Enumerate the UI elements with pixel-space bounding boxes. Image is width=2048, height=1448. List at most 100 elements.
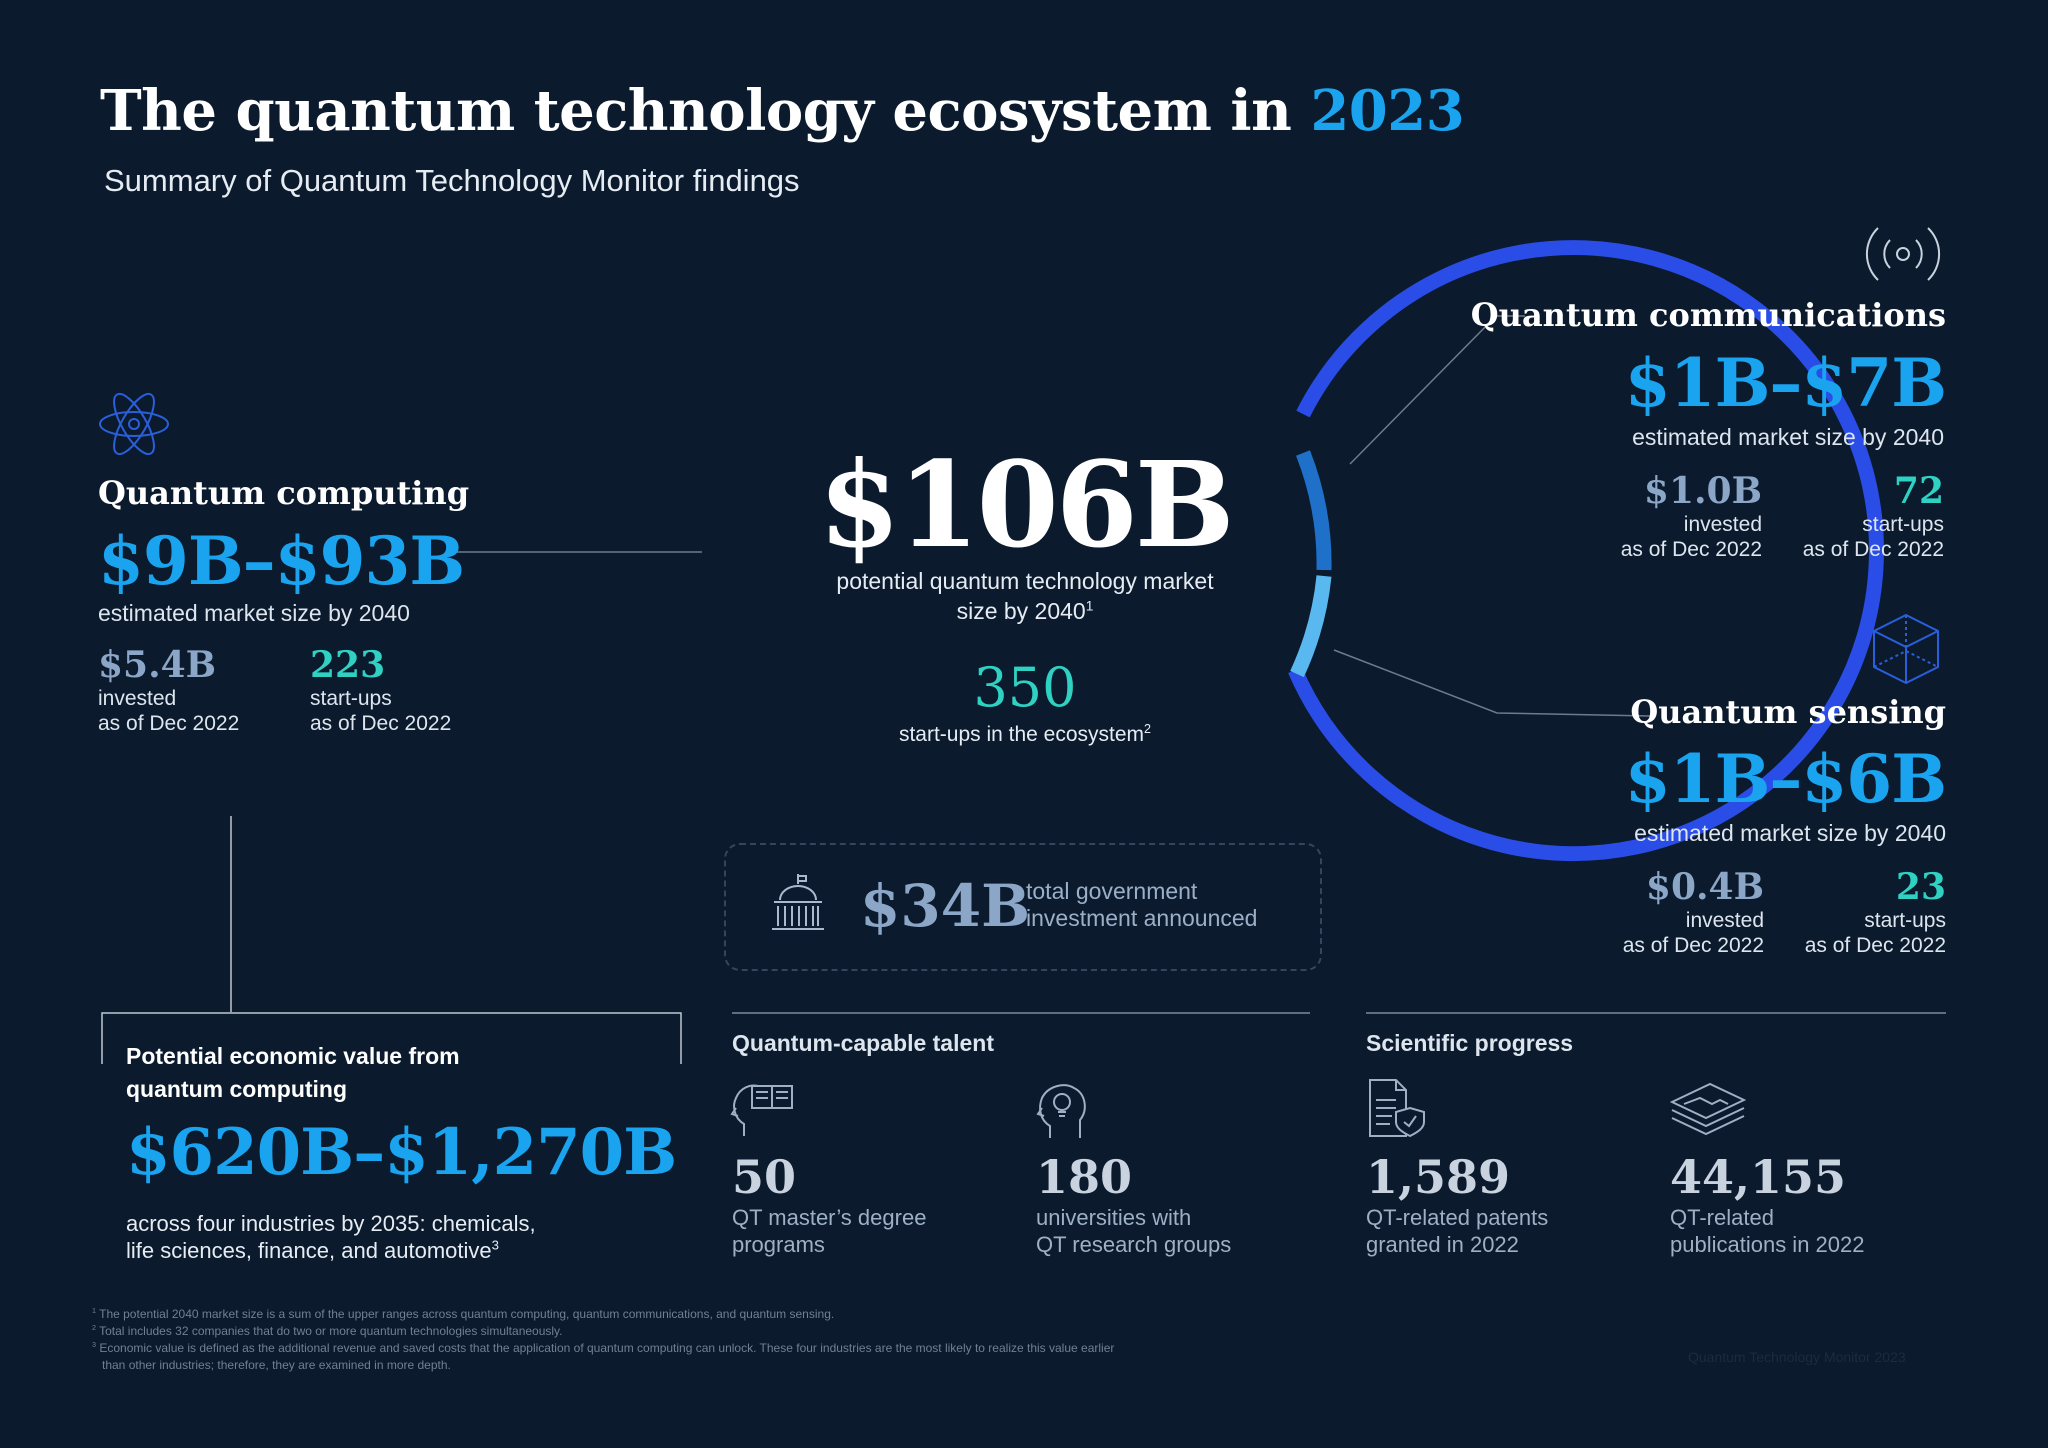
communications-startups-value: 72 [1893, 470, 1944, 512]
science-divider [1366, 1012, 1946, 1014]
gov-label-line2: investment announced [1026, 905, 1258, 931]
science-item-publications: 44,155 QT-related publications in 2022 [1670, 1150, 1864, 1258]
watermark: Quantum Technology Monitor 2023 [1688, 1349, 1906, 1365]
science-publications-label-1: QT-related [1670, 1205, 1774, 1230]
science-title: Scientific progress [1366, 1030, 1574, 1056]
footnote-ref-1: 1 [1085, 598, 1094, 614]
talent-divider [732, 1012, 1310, 1014]
government-investment-value: $34B [860, 872, 1031, 940]
total-market-desc-line2: size by 20401 [780, 596, 1270, 626]
talent-universities-label-1: universities with [1036, 1205, 1192, 1230]
computing-title: Quantum computing [98, 474, 470, 512]
ring-segment-computing [1288, 240, 1884, 862]
footnote-3-text: Economic value is defined as the additio… [99, 1341, 1115, 1355]
page-subtitle: Summary of Quantum Technology Monitor fi… [104, 163, 800, 198]
gov-label-line1: total government [1026, 878, 1198, 904]
ring-segment-sensing [1290, 575, 1332, 678]
footnote-2: 2 Total includes 32 companies that do tw… [92, 1323, 1114, 1340]
ring-segment-communications [1296, 450, 1332, 571]
footnote-ref-2: 2 [1144, 722, 1152, 736]
science-patents-label-2: granted in 2022 [1366, 1232, 1519, 1257]
sensing-startups: 23 start-ups as of Dec 2022 [1805, 866, 1946, 958]
page-title: The quantum technology ecosystem in 2023 [100, 78, 1465, 144]
footnote-2-num: 2 [92, 1323, 96, 1332]
talent-universities-label-2: QT research groups [1036, 1232, 1232, 1257]
communications-range-desc: estimated market size by 2040 [1632, 424, 1944, 450]
ev-desc-line1: across four industries by 2035: chemical… [126, 1211, 536, 1236]
talent-title: Quantum-capable talent [732, 1030, 994, 1056]
sensing-invested: $0.4B invested as of Dec 2022 [1623, 866, 1764, 958]
title-year: 2023 [1310, 78, 1465, 144]
government-investment-label: total government investment announced [1026, 878, 1257, 932]
head-lightbulb-icon [1036, 1084, 1086, 1138]
footnote-3-num: 3 [92, 1340, 96, 1349]
computing-invested-label: invested [98, 687, 177, 710]
head-book-icon [730, 1084, 793, 1136]
communications-invested: $1.0B invested as of Dec 2022 [1621, 470, 1762, 562]
computing-startups-label: start-ups [310, 687, 392, 710]
sensing-startups-date: as of Dec 2022 [1804, 934, 1946, 957]
stacked-layers-icon [1670, 1082, 1746, 1136]
atom-icon [99, 392, 169, 456]
total-market-desc-line1: potential quantum technology market [836, 568, 1214, 594]
economic-box-border [101, 1012, 682, 1064]
total-market-desc: potential quantum technology market size… [780, 566, 1270, 626]
science-publications-label-2: publications in 2022 [1670, 1232, 1865, 1257]
patent-document-icon [1369, 1079, 1425, 1138]
connector-communications [1349, 315, 1525, 465]
talent-item-masters: 50 QT master’s degree programs [732, 1150, 926, 1258]
computing-invested-date: as of Dec 2022 [98, 712, 240, 735]
footnote-1-text: The potential 2040 market size is a sum … [99, 1307, 835, 1321]
communications-startups-label: start-ups [1862, 513, 1944, 536]
communications-invested-date: as of Dec 2022 [1620, 538, 1762, 561]
sensing-range-desc: estimated market size by 2040 [1634, 820, 1946, 846]
economic-value-title: Potential economic value from quantum co… [126, 1040, 460, 1106]
communications-invested-value: $1.0B [1643, 470, 1762, 512]
ring-chart [1288, 240, 1884, 862]
sensing-invested-label: invested [1685, 909, 1764, 932]
communications-title: Quantum communications [1470, 296, 1946, 334]
connector-sensing [1333, 649, 1651, 717]
government-investment-box [724, 843, 1322, 971]
ev-desc-text: life sciences, finance, and automotive [126, 1238, 492, 1263]
computing-market-range: $9B–$93B [98, 522, 465, 600]
sensing-invested-value: $0.4B [1645, 866, 1764, 908]
total-startups-value: 350 [973, 656, 1077, 719]
total-market-value: $106B [818, 435, 1234, 574]
economic-value-range: $620B–$1,270B [126, 1115, 677, 1190]
cube-icon [1873, 613, 1939, 685]
footnote-ref-3: 3 [491, 1237, 499, 1253]
sensing-invested-date: as of Dec 2022 [1622, 934, 1764, 957]
footnote-3-cont: than other industries; therefore, they a… [102, 1358, 451, 1372]
computing-startups-date: as of Dec 2022 [310, 712, 452, 735]
footnote-1-num: 1 [92, 1306, 96, 1315]
talent-masters-label-1: QT master’s degree [732, 1205, 927, 1230]
computing-invested: $5.4B invested as of Dec 2022 [98, 644, 239, 736]
sensing-market-range: $1B–$6B [1624, 740, 1947, 818]
talent-item-universities: 180 universities with QT research groups [1036, 1150, 1231, 1258]
talent-masters-label-2: programs [732, 1232, 825, 1257]
footnote-3: 3 Economic value is defined as the addit… [92, 1340, 1114, 1357]
computing-startups-value: 223 [310, 644, 386, 686]
communications-startups: 72 start-ups as of Dec 2022 [1803, 470, 1944, 562]
communications-market-range: $1B–$7B [1624, 344, 1947, 422]
computing-invested-value: $5.4B [98, 644, 217, 686]
computing-range-desc: estimated market size by 2040 [98, 600, 410, 626]
ev-desc-line2: life sciences, finance, and automotive3 [126, 1237, 536, 1264]
ev-title-line2: quantum computing [126, 1076, 348, 1102]
communications-startups-date: as of Dec 2022 [1802, 538, 1944, 561]
computing-startups: 223 start-ups as of Dec 2022 [310, 644, 451, 736]
talent-universities-value: 180 [1036, 1150, 1133, 1204]
science-patents-value: 1,589 [1366, 1150, 1511, 1204]
talent-masters-value: 50 [732, 1150, 797, 1204]
footnotes: 1 The potential 2040 market size is a su… [92, 1306, 1114, 1374]
title-text: The quantum technology ecosystem in [100, 78, 1311, 144]
capitol-building-icon [772, 874, 824, 930]
signal-icon [1865, 227, 1941, 281]
science-publications-value: 44,155 [1670, 1150, 1847, 1204]
footnote-2-text: Total includes 32 companies that do two … [99, 1324, 563, 1338]
economic-value-desc: across four industries by 2035: chemical… [126, 1210, 536, 1264]
total-startups-label: start-ups in the ecosystem2 [780, 723, 1270, 747]
science-item-patents: 1,589 QT-related patents granted in 2022 [1366, 1150, 1548, 1258]
